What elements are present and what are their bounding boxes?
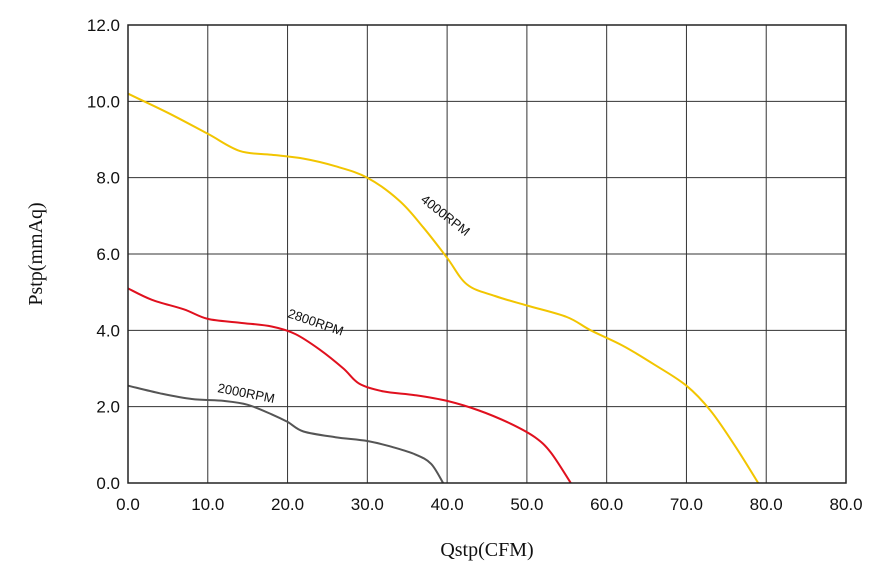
y-axis-title: Pstp(mmAq): [25, 202, 47, 305]
series-line-2800rpm: [127, 287, 572, 484]
x-tick-label: 70.0: [670, 495, 703, 514]
y-tick-label: 12.0: [87, 16, 120, 35]
x-tick-label: 30.0: [351, 495, 384, 514]
y-tick-label: 6.0: [96, 245, 120, 264]
plot-frame: [127, 24, 847, 484]
series-lines: [127, 92, 760, 484]
x-tick-label: 10.0: [191, 495, 224, 514]
x-tick-labels: 0.0 10.0 20.0 30.0 40.0 50.0 60.0 70.0 80.0 80.0: [116, 495, 862, 514]
y-tick-labels: 0.0 2.0 4.0 6.0 8.0 10.0 12.0: [87, 16, 120, 493]
y-tick-label: 8.0: [96, 169, 120, 188]
y-tick-label: 4.0: [96, 321, 120, 340]
series-line-2000rpm: [127, 384, 444, 484]
y-tick-label: 10.0: [87, 92, 120, 111]
y-tick-label: 0.0: [96, 474, 120, 493]
series-line-4000rpm: [127, 92, 760, 484]
x-tick-label: 0.0: [116, 495, 140, 514]
x-tick-label: 40.0: [431, 495, 464, 514]
x-tick-label: 20.0: [271, 495, 304, 514]
grid: [128, 25, 846, 483]
x-tick-label: 50.0: [510, 495, 543, 514]
y-tick-label: 2.0: [96, 398, 120, 417]
x-axis-title: Qstp(CFM): [440, 539, 533, 561]
x-tick-label: 80.0: [829, 495, 862, 514]
x-tick-label: 60.0: [590, 495, 623, 514]
x-tick-label: 80.0: [750, 495, 783, 514]
